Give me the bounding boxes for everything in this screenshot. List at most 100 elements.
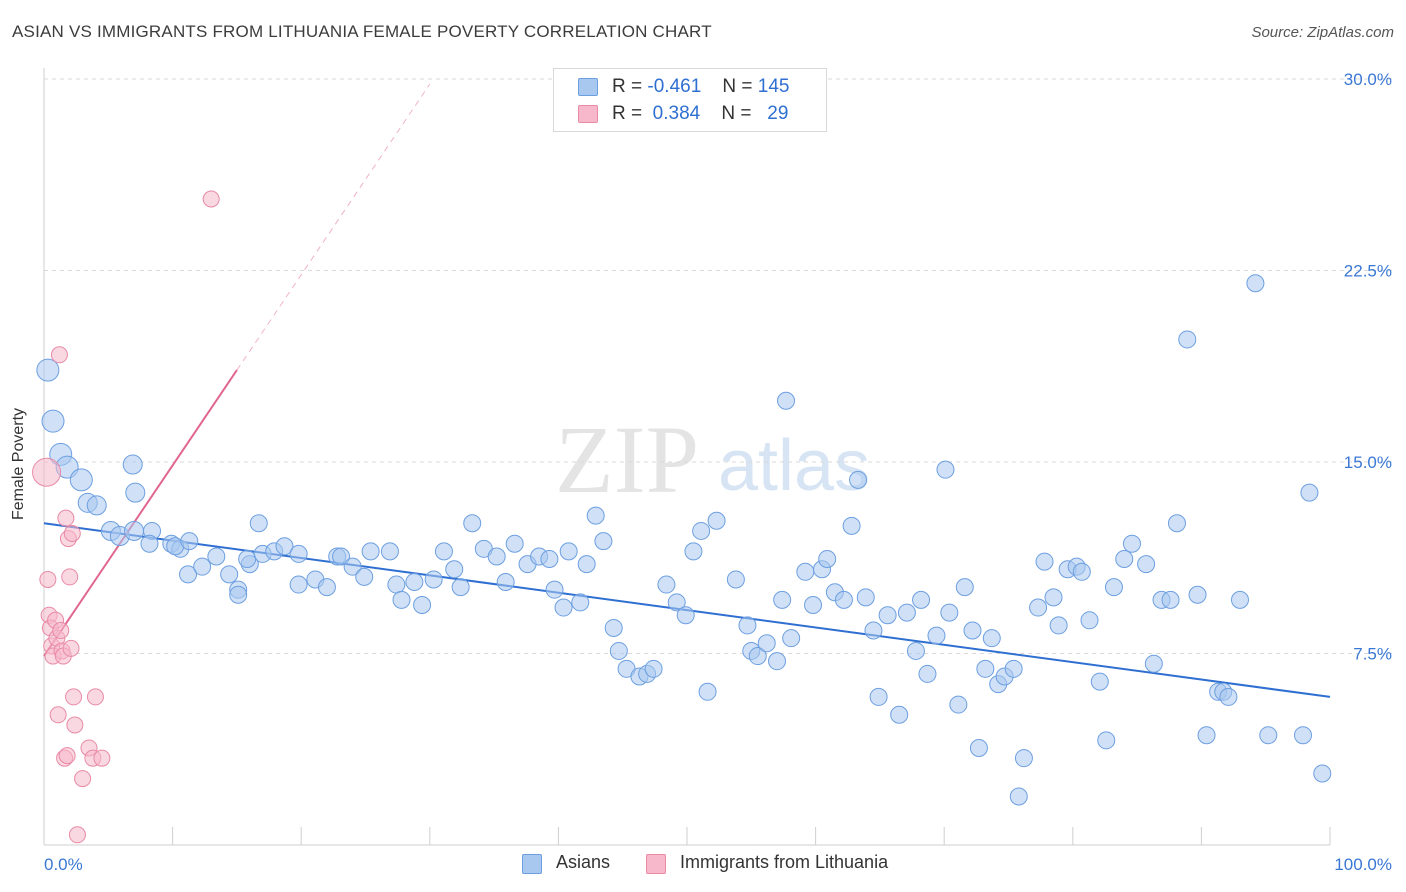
lithuania-point <box>50 346 68 364</box>
asians-point <box>1167 514 1186 533</box>
asians-point <box>906 641 925 660</box>
asians-point <box>179 565 198 584</box>
asians-point <box>609 641 628 660</box>
lithuania-point <box>93 749 111 767</box>
asians-point <box>1004 659 1023 678</box>
asians-point <box>1259 726 1278 745</box>
asians-point <box>451 578 470 597</box>
asians-point <box>644 659 663 678</box>
series-label-lithuania: Immigrants from Lithuania <box>680 852 889 872</box>
asians-point <box>676 606 695 625</box>
axes <box>43 68 1331 846</box>
asians-point <box>1115 550 1134 569</box>
trend-lines <box>43 83 1331 698</box>
asians-point <box>1293 726 1312 745</box>
asians-point <box>249 514 268 533</box>
asians-point <box>220 565 239 584</box>
asians-point <box>949 695 968 714</box>
asians-point <box>849 470 868 489</box>
asians-point <box>238 550 257 569</box>
legend-n-label: N = <box>721 103 752 124</box>
asians-point <box>387 575 406 594</box>
lithuania-point <box>62 639 80 657</box>
asians-point <box>207 547 226 566</box>
asians-point <box>927 626 946 645</box>
asians-point <box>818 550 837 569</box>
asians-point <box>1104 578 1123 597</box>
asians-point <box>667 593 686 612</box>
asians-point <box>180 532 199 551</box>
asians-point <box>343 557 362 576</box>
asians-point <box>229 585 248 604</box>
lithuania-point <box>39 570 57 588</box>
asians-point <box>748 647 767 666</box>
lithuania-trend-line <box>43 369 238 657</box>
series-swatch-lithuania <box>646 854 666 874</box>
legend-r-label: R = <box>612 103 643 124</box>
asians-point <box>1230 590 1249 609</box>
asians-point <box>864 621 883 640</box>
asians-point <box>1072 562 1091 581</box>
legend-n-value: 145 <box>757 76 790 97</box>
asians-point <box>777 391 796 410</box>
asians-point <box>768 652 787 671</box>
lithuania-point <box>58 747 76 765</box>
asians-point <box>890 705 909 724</box>
asians-point <box>545 580 564 599</box>
asians-point <box>963 621 982 640</box>
lithuania-point <box>57 509 75 527</box>
asians-point <box>796 562 815 581</box>
asians-point <box>773 590 792 609</box>
lithuania-points <box>32 190 220 844</box>
series-label-asians: Asians <box>556 852 611 872</box>
asians-point <box>125 482 146 503</box>
watermark-zip: ZIP <box>555 406 699 513</box>
asians-point <box>878 606 897 625</box>
asians-point <box>355 567 374 586</box>
lithuania-point <box>86 688 104 706</box>
asians-point <box>392 590 411 609</box>
asians-point <box>1300 483 1319 502</box>
asians-point <box>193 557 212 576</box>
asians-point <box>487 547 506 566</box>
lithuania-point <box>66 716 84 734</box>
source-label: Source: ZipAtlas.com <box>1251 24 1394 41</box>
x-tick-label: 100.0% <box>1334 855 1392 874</box>
asians-point <box>1246 274 1265 293</box>
asians-point <box>505 534 524 553</box>
asians-point <box>41 409 65 433</box>
asians-point <box>692 521 711 540</box>
asians-point <box>289 575 308 594</box>
chart-title: ASIAN VS IMMIGRANTS FROM LITHUANIA FEMAL… <box>12 22 712 41</box>
lithuania-point <box>63 524 81 542</box>
lithuania-point <box>202 190 220 208</box>
correlation-legend: R = -0.461 N = 145 R = 0.384 N = 29 <box>553 68 827 132</box>
asians-point <box>1049 616 1068 635</box>
asians-point <box>405 573 424 592</box>
tick-labels: 7.5% 15.0% 22.5% 30.0% 0.0% 100.0% <box>44 70 1392 874</box>
asians-point <box>869 687 888 706</box>
y-tick-label: 7.5% <box>1353 645 1392 664</box>
asians-point <box>122 454 143 475</box>
asians-point <box>1122 534 1141 553</box>
asians-point <box>842 516 861 535</box>
asians-point <box>955 578 974 597</box>
asians-point <box>982 629 1001 648</box>
lithuania-point <box>68 826 86 844</box>
asians-point <box>577 555 596 574</box>
asians-point <box>1197 726 1216 745</box>
asians-point <box>698 682 717 701</box>
asians-point <box>969 738 988 757</box>
asians-point <box>856 588 875 607</box>
asians-point <box>140 534 159 553</box>
lithuania-point <box>49 706 67 724</box>
asians-point <box>1044 588 1063 607</box>
asians-point <box>1035 552 1054 571</box>
lithuania-point <box>65 688 83 706</box>
legend-swatch-lithuania <box>578 105 598 123</box>
asians-point <box>540 550 559 569</box>
asians-point <box>976 659 995 678</box>
asians-point <box>1014 749 1033 768</box>
asians-point <box>361 542 380 561</box>
